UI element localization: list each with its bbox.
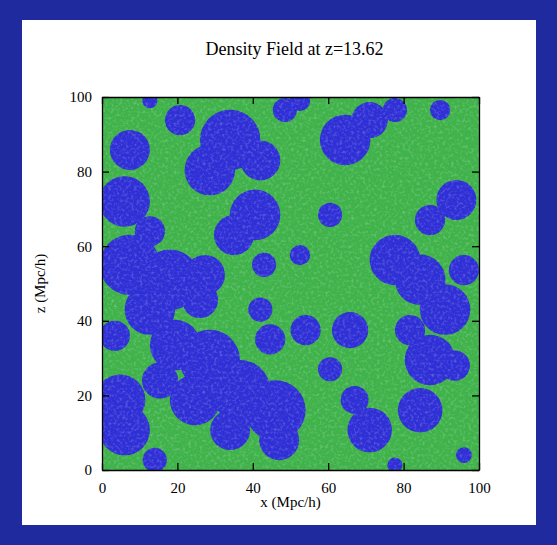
chart: 0 20 40 60 80 100 0 20 40 60 80 100 Density Field at… [0,0,557,545]
axis-line [102,98,103,471]
tick: 60 [321,463,336,496]
tick [102,97,103,104]
tick-mark [403,463,404,470]
tick [472,172,479,173]
tick-mark [102,97,103,104]
tick: 20 [170,463,185,496]
tick [253,97,254,104]
axis [103,97,480,104]
tick-mark [102,395,109,396]
tick-mark [253,463,254,470]
title: Density Field at z=13.62 [205,39,383,59]
axis-title: x (Mpc/h) [260,494,320,511]
tick-mark [102,470,109,471]
tick-mark [177,463,178,470]
axis: 0 20 40 60 80 100 [70,89,110,478]
tick: 80 [397,463,412,496]
tick: 20 [77,388,109,404]
tick: 100 [70,89,110,105]
tick [328,97,329,104]
axis-line [103,97,480,98]
tick [177,97,178,104]
tick-label: 40 [246,480,261,496]
tick-mark [472,171,479,172]
tick-mark [328,463,329,470]
tick-mark [328,97,329,104]
tick-mark [472,246,479,247]
tick-mark [102,246,109,247]
tick-label: 0 [99,480,107,496]
tick-label: 80 [77,164,92,180]
tick [472,97,479,98]
background-field [102,97,479,470]
tick-label: 20 [170,480,185,496]
axis-line [103,470,480,471]
tick-mark [403,97,404,104]
tick: 0 [85,462,110,478]
tick-mark [472,97,479,98]
tick-label: 0 [85,462,93,478]
tick-label: 100 [70,89,93,105]
tick-label: 60 [77,239,92,255]
panel [22,20,536,525]
tick-mark [102,321,109,322]
tick-mark [472,470,479,471]
tick [472,321,479,322]
tick: 40 [77,313,109,329]
tick-mark [102,171,109,172]
tick-mark [253,97,254,104]
texture [102,97,479,470]
tick-mark [472,395,479,396]
tick [472,395,479,396]
tick-mark [472,321,479,322]
tick [472,246,479,247]
tick [404,97,405,104]
tick [472,470,479,471]
tick-label: 40 [77,313,92,329]
tick-label: 80 [397,480,412,496]
tick-mark [177,97,178,104]
tick-label: 60 [321,480,336,496]
axis [472,98,480,471]
tick-label: 20 [77,388,92,404]
axis: 0 20 40 60 80 100 [99,463,491,496]
axis-title: z (Mpc/h) [32,254,49,314]
tick: 60 [77,239,109,255]
axis-line [479,98,480,471]
tick: 40 [246,463,261,496]
tick: 80 [77,164,109,180]
tick-label: 100 [468,480,491,496]
plot-area [102,97,479,470]
